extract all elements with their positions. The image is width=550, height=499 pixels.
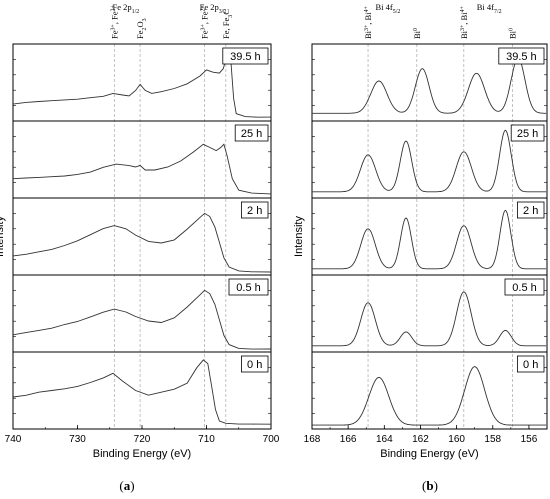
panel-a-subplot-frame (12, 120, 272, 199)
panel-a-subplot-frame (12, 197, 272, 276)
panel-b-reference-label: Bi3+, Bi4+ (459, 5, 469, 39)
panel-b-series-label-box (517, 201, 545, 219)
panel-a-series-label-box (240, 201, 269, 219)
panel-b-x-axis-title: Binding Energy (eV) (380, 448, 478, 460)
panel-b-x-tick-label: 160 (448, 434, 465, 445)
panel-b-series-line (312, 291, 547, 347)
panel-b-x-tick-label: 156 (521, 434, 538, 445)
panel-a-series-label-text: 0.5 h (236, 282, 260, 294)
panel-a-reference-label: Fe, Fe3C (221, 9, 234, 39)
panel-b-series-label: 0 h (517, 355, 545, 373)
panel-a-series-line (12, 212, 272, 273)
panel-a-group-label: Fe 2p1/2 (113, 2, 140, 15)
panel-b-x-tick-label: 158 (484, 434, 501, 445)
panel-b-series-label-text: 39.5 h (506, 51, 537, 63)
panel-b-reference-label: Bi3+, Bi4+ (363, 5, 373, 39)
panel-b-series-line (312, 57, 547, 114)
panel-a-series-label: 0.5 h (228, 278, 269, 296)
panel-a-series-label-box (234, 124, 269, 142)
panel-b-reference-label: Bi0 (412, 28, 422, 39)
panel-b-group-label: Bi 4f7/2 (477, 2, 502, 15)
panel-b-series-label-box (504, 278, 545, 296)
panel-a-x-tick-label: 710 (198, 434, 215, 445)
panel-b-series-label: 0.5 h (504, 278, 545, 296)
panel-a-reference-label: Fe3+, Fe2+ (109, 5, 119, 39)
panel-a-series-label: 0 h (240, 355, 269, 373)
panel-b-series-label: 2 h (517, 201, 545, 219)
panel-b-x-tick-label: 162 (412, 434, 429, 445)
panel-a-series-label-box (222, 47, 269, 65)
panel-b-subplot-frame (311, 351, 548, 430)
panel-b-series-label-text: 0 h (523, 359, 538, 371)
panel-b-series-label: 39.5 h (498, 47, 545, 65)
panel-a-reference-label: Fe3+, Fe2+ (200, 5, 210, 39)
panel-b-series-label-text: 0.5 h (512, 282, 536, 294)
panel-b-series-label-box (498, 47, 545, 65)
panel-a-series-label-box (228, 278, 269, 296)
panel-b-chart: Bi3+, Bi4+ Bi0 Bi3+, Bi4+ Bi0 Bi 4f5/2 Bi 4f7… (293, 2, 548, 460)
panel-a-series-label-text: 25 h (241, 128, 262, 140)
panel-a-series-label-text: 0 h (247, 359, 262, 371)
panel-a-chart: Fe3+, Fe2+ Fe2O3 Fe3+, Fe2+ Fe, Fe3C Fe 2p1/… (0, 2, 280, 460)
panel-a-x-axis-title: Binding Energy (eV) (93, 448, 191, 460)
panel-a-series-label: 2 h (240, 201, 269, 219)
panel-a-series-line (12, 359, 272, 425)
panel-a-x-tick-label: 730 (69, 434, 86, 445)
panel-a-group-label: Fe 2p3/2 (200, 2, 227, 15)
panel-a-series-label-text: 39.5 h (230, 51, 261, 63)
panel-b-x-tick-label: 166 (340, 434, 357, 445)
panel-b-series-line (312, 209, 547, 270)
panel-b-group-label: Bi 4f5/2 (376, 2, 401, 15)
panel-b-label: (b) (422, 478, 438, 493)
panel-a-series-label: 39.5 h (222, 47, 269, 65)
panel-a-series-label-box (240, 355, 269, 373)
panel-a-series-line (12, 143, 272, 195)
panel-b-series-label-text: 25 h (517, 128, 538, 140)
panel-b-reference-label: Bi0 (508, 28, 518, 39)
panel-a-x-tick-label: 740 (5, 434, 22, 445)
panel-b-series-label-box (517, 355, 545, 373)
panel-b-series-label-text: 2 h (523, 205, 538, 217)
panel-b-y-axis-title: Intensity (293, 216, 305, 257)
panel-b-series-line (312, 129, 547, 193)
panel-b-x-tick-label: 164 (376, 434, 393, 445)
panel-b-series-label: 25 h (510, 124, 545, 142)
panel-a-y-axis-title: Intensity (0, 216, 6, 257)
panel-a-x-tick-label: 700 (263, 434, 280, 445)
panel-b-x-tick-label: 168 (304, 434, 321, 445)
panel-b-series-line (312, 366, 547, 426)
panel-a-reference-label: Fe2O3 (135, 18, 148, 39)
panel-a-x-tick-label: 720 (134, 434, 151, 445)
panel-a-series-line (12, 289, 272, 350)
panel-a-series-label-text: 2 h (247, 205, 262, 217)
panel-a-series-label: 25 h (234, 124, 269, 142)
panel-b-series-label-box (510, 124, 545, 142)
panel-a-label: (a) (119, 478, 134, 493)
